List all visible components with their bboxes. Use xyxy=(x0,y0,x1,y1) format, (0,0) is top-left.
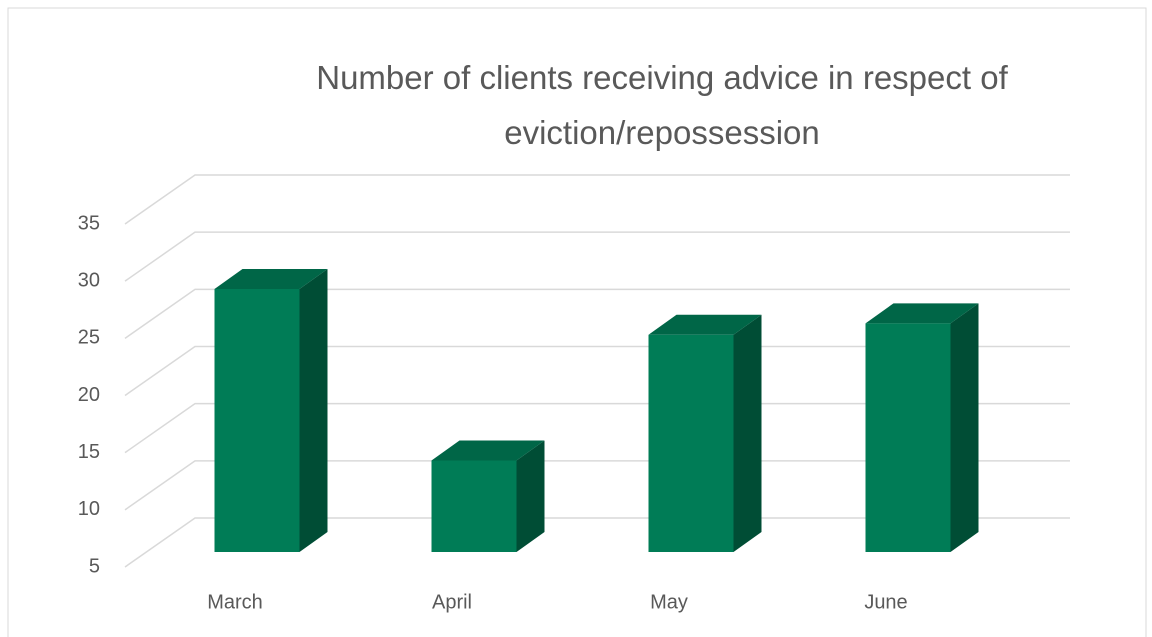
y-tick-label: 5 xyxy=(89,555,100,577)
x-tick-label: March xyxy=(207,591,263,613)
bar xyxy=(648,314,762,552)
x-tick-label: May xyxy=(650,591,688,613)
y-tick-label: 15 xyxy=(78,441,100,463)
bar xyxy=(431,440,545,552)
bar-side xyxy=(516,440,545,552)
grid-line xyxy=(124,231,1070,282)
y-tick-label: 25 xyxy=(78,327,100,349)
x-tick-label: April xyxy=(432,591,472,613)
bar-side xyxy=(950,303,979,552)
bar-front xyxy=(431,460,517,552)
y-tick-label: 20 xyxy=(78,384,100,406)
grid-line xyxy=(124,402,1070,454)
bar-side xyxy=(733,314,762,552)
bar xyxy=(214,269,328,552)
bar-top xyxy=(865,303,979,324)
chart-title: Number of clients receiving advice in re… xyxy=(316,59,1008,151)
y-tick-label: 10 xyxy=(78,498,100,520)
grid-line xyxy=(124,460,1070,511)
bar-top xyxy=(648,314,762,335)
grid-line xyxy=(124,517,1070,568)
grid-line xyxy=(124,174,1070,225)
y-tick-label: 30 xyxy=(78,269,100,291)
bar-front xyxy=(214,289,300,552)
bar xyxy=(865,303,979,552)
x-tick-label: June xyxy=(864,591,907,613)
bar-front xyxy=(865,323,951,552)
bar-top xyxy=(214,269,328,290)
grid-line xyxy=(124,288,1070,339)
bar-side xyxy=(299,269,328,552)
bar-front xyxy=(648,334,734,552)
bar-top xyxy=(431,440,545,461)
y-tick-label: 35 xyxy=(78,212,100,234)
grid-line xyxy=(124,345,1070,397)
